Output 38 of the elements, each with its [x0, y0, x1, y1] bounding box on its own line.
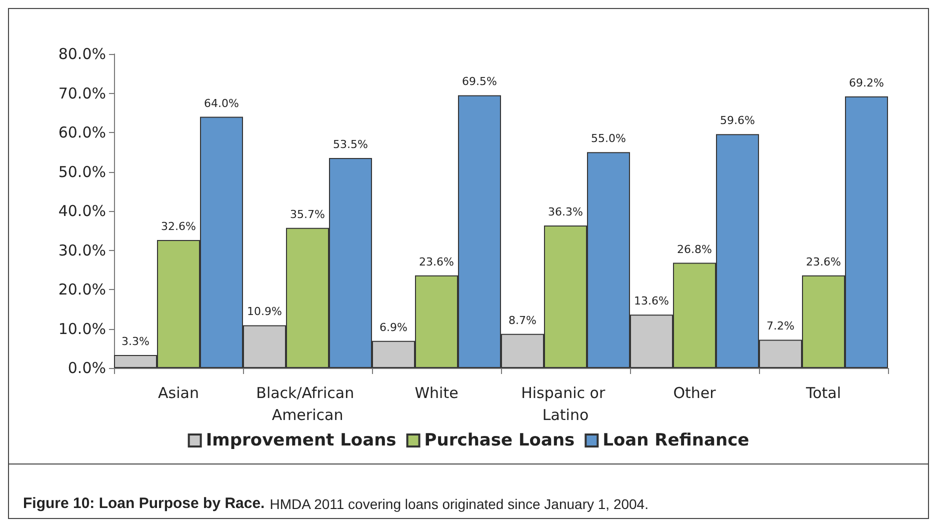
- data-label: 69.5%: [462, 75, 497, 88]
- y-tick-label: 30.0%: [58, 241, 106, 260]
- legend-label: Loan Refinance: [602, 430, 750, 450]
- data-label: 36.3%: [548, 206, 583, 219]
- data-label: 6.9%: [380, 320, 408, 334]
- y-tick-label: 10.0%: [58, 320, 106, 338]
- data-label: 64.0%: [204, 96, 239, 110]
- y-tick-label: 0.0%: [68, 359, 106, 377]
- x-tick-label: Total: [804, 384, 842, 402]
- data-label: 8.7%: [508, 314, 536, 327]
- data-label: 35.7%: [290, 208, 325, 221]
- x-tick-label: Asian: [158, 384, 199, 402]
- y-tick-label: 70.0%: [58, 84, 106, 102]
- text: Figure 10: Loan Purpose by Race.: [23, 495, 265, 512]
- x-tick-label: Hispanic or Latino: [521, 384, 610, 424]
- y-tick-label: 80.0%: [58, 45, 106, 63]
- data-label: 32.6%: [161, 220, 196, 234]
- y-tick-label: 50.0%: [58, 162, 106, 181]
- data-label: 23.6%: [806, 255, 841, 268]
- x-tick-label: Black/African American: [256, 384, 359, 424]
- y-tick-label: 20.0%: [58, 280, 106, 298]
- data-label: 13.6%: [634, 294, 669, 308]
- data-label: 69.2%: [849, 76, 884, 90]
- data-label: 55.0%: [591, 132, 626, 146]
- data-label: 3.3%: [122, 335, 150, 348]
- data-label: 59.6%: [720, 114, 755, 128]
- data-label: 23.6%: [419, 255, 454, 268]
- y-tick-label: 40.0%: [58, 202, 106, 220]
- legend-label: Purchase Loans: [424, 430, 575, 450]
- legend-label: Improvement Loans: [206, 430, 396, 450]
- data-label: 7.2%: [766, 320, 794, 333]
- data-label: 26.8%: [677, 242, 712, 256]
- x-tick-label: White: [414, 384, 458, 402]
- data-label: 10.9%: [247, 305, 282, 318]
- y-tick-label: 60.0%: [58, 124, 106, 142]
- text: HMDA 2011 covering loans originated since January 1, 2004.: [270, 496, 648, 512]
- data-label: 53.5%: [333, 138, 368, 152]
- x-tick-label: Other: [673, 384, 717, 402]
